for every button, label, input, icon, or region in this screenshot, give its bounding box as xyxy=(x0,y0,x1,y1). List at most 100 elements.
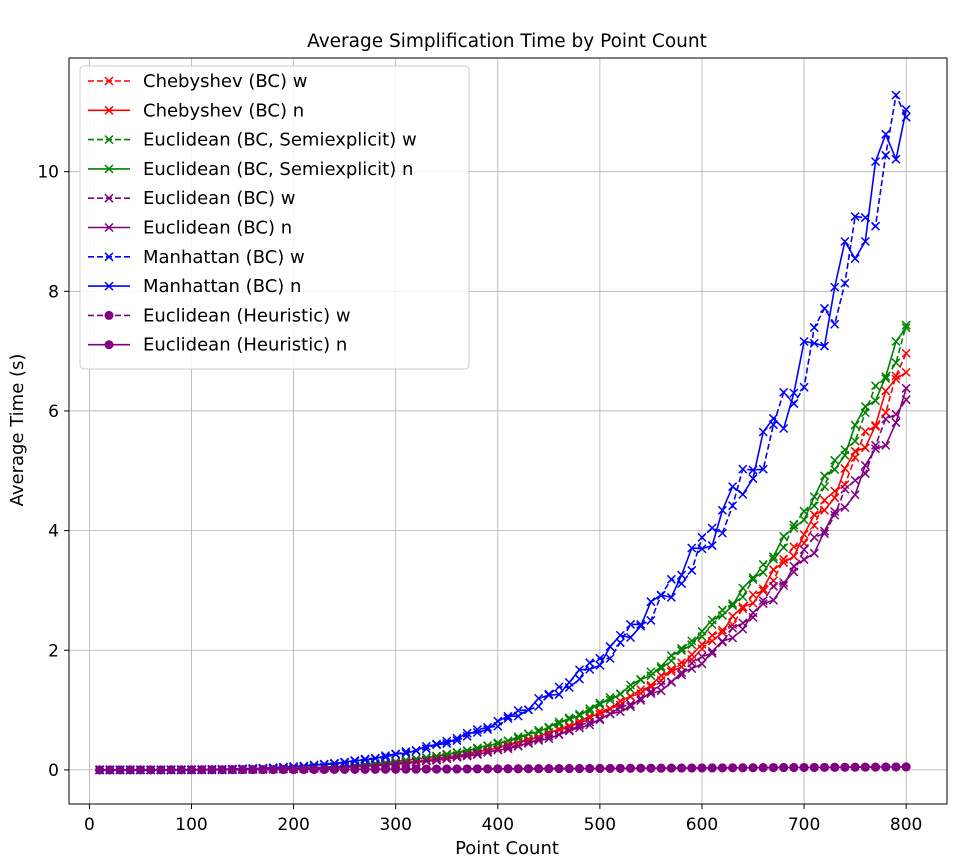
data-point xyxy=(687,636,697,646)
data-point xyxy=(738,583,748,593)
data-point xyxy=(789,520,799,530)
data-point xyxy=(564,725,574,735)
data-point xyxy=(544,764,554,774)
data-point xyxy=(156,765,166,775)
data-point xyxy=(840,484,850,494)
data-point xyxy=(891,336,901,347)
data-point xyxy=(554,682,564,692)
data-point xyxy=(768,552,778,562)
data-point xyxy=(411,745,421,755)
data-point xyxy=(707,648,717,658)
data-point xyxy=(738,489,748,499)
data-point xyxy=(595,763,605,773)
data-point xyxy=(503,711,513,721)
data-point xyxy=(472,750,482,760)
y-axis-label: Average Time (s) xyxy=(7,354,28,507)
data-point xyxy=(850,436,860,446)
data-point xyxy=(605,642,615,652)
data-point xyxy=(411,757,421,767)
data-point xyxy=(677,763,687,773)
data-point xyxy=(707,636,717,646)
data-point xyxy=(656,679,666,689)
data-point xyxy=(707,523,717,533)
data-point xyxy=(809,762,819,772)
data-point xyxy=(901,762,911,772)
data-point xyxy=(513,741,523,751)
data-point xyxy=(319,764,329,774)
data-point xyxy=(697,652,707,662)
data-point xyxy=(503,764,513,774)
data-point xyxy=(748,590,758,600)
data-point xyxy=(636,674,646,684)
data-point xyxy=(891,358,901,368)
data-point xyxy=(850,212,860,222)
data-point xyxy=(717,763,727,773)
data-point xyxy=(809,510,819,520)
data-point xyxy=(809,532,819,542)
legend-label: Euclidean (BC, Semiexplicit) n xyxy=(143,159,413,180)
data-point xyxy=(258,765,268,775)
data-point xyxy=(574,674,584,684)
data-point xyxy=(850,490,860,500)
data-point xyxy=(860,401,870,412)
data-point xyxy=(115,765,125,775)
data-point xyxy=(472,764,482,774)
data-point xyxy=(105,765,115,775)
data-point xyxy=(605,653,615,664)
data-point xyxy=(728,501,738,511)
x-axis-ticks: 0 100 200 300 400 500 600 700 800 xyxy=(84,804,922,835)
data-point xyxy=(585,717,595,727)
data-point xyxy=(779,580,789,590)
data-point xyxy=(789,551,799,561)
data-point xyxy=(707,541,717,551)
data-point xyxy=(564,764,574,774)
y-tick-label: 6 xyxy=(48,402,59,422)
y-tick-label: 4 xyxy=(48,522,59,542)
data-point xyxy=(523,729,533,739)
data-point xyxy=(830,319,840,329)
legend-label: Chebyshev (BC) n xyxy=(143,100,304,121)
data-point xyxy=(779,554,789,564)
data-point xyxy=(758,584,768,594)
data-point xyxy=(248,765,258,775)
data-point xyxy=(554,717,564,727)
data-point xyxy=(860,426,870,436)
chart-title: Average Simplification Time by Point Cou… xyxy=(307,31,707,52)
data-point xyxy=(830,762,840,772)
data-point xyxy=(809,323,819,333)
legend-label: Euclidean (Heuristic) w xyxy=(143,305,351,326)
data-point xyxy=(564,714,574,724)
data-point xyxy=(350,764,360,774)
data-point xyxy=(891,90,901,100)
data-point xyxy=(421,756,431,766)
data-point xyxy=(881,414,891,424)
data-point xyxy=(544,690,554,700)
data-point xyxy=(840,464,850,474)
data-point xyxy=(534,701,544,711)
data-point xyxy=(585,664,595,674)
data-point xyxy=(411,764,421,774)
data-point xyxy=(728,620,738,630)
data-point xyxy=(483,747,493,757)
data-point xyxy=(554,689,564,699)
legend-label: Euclidean (BC, Semiexplicit) w xyxy=(143,130,417,151)
data-point xyxy=(697,659,707,669)
data-point xyxy=(687,640,697,650)
data-point xyxy=(513,732,523,742)
data-point xyxy=(574,665,584,675)
legend-marker xyxy=(104,222,114,233)
data-point xyxy=(819,762,829,772)
data-point xyxy=(656,661,666,671)
data-point xyxy=(666,763,676,773)
data-point xyxy=(819,526,830,536)
legend-label: Euclidean (BC) n xyxy=(143,218,292,239)
data-point xyxy=(707,646,717,656)
legend-entry: Chebyshev (BC) n xyxy=(88,100,304,121)
data-point xyxy=(289,765,299,775)
data-point xyxy=(625,632,636,643)
data-point xyxy=(483,724,493,735)
legend-entry: Euclidean (Heuristic) w xyxy=(88,305,351,326)
data-point xyxy=(544,722,554,732)
legend-marker xyxy=(104,340,114,350)
